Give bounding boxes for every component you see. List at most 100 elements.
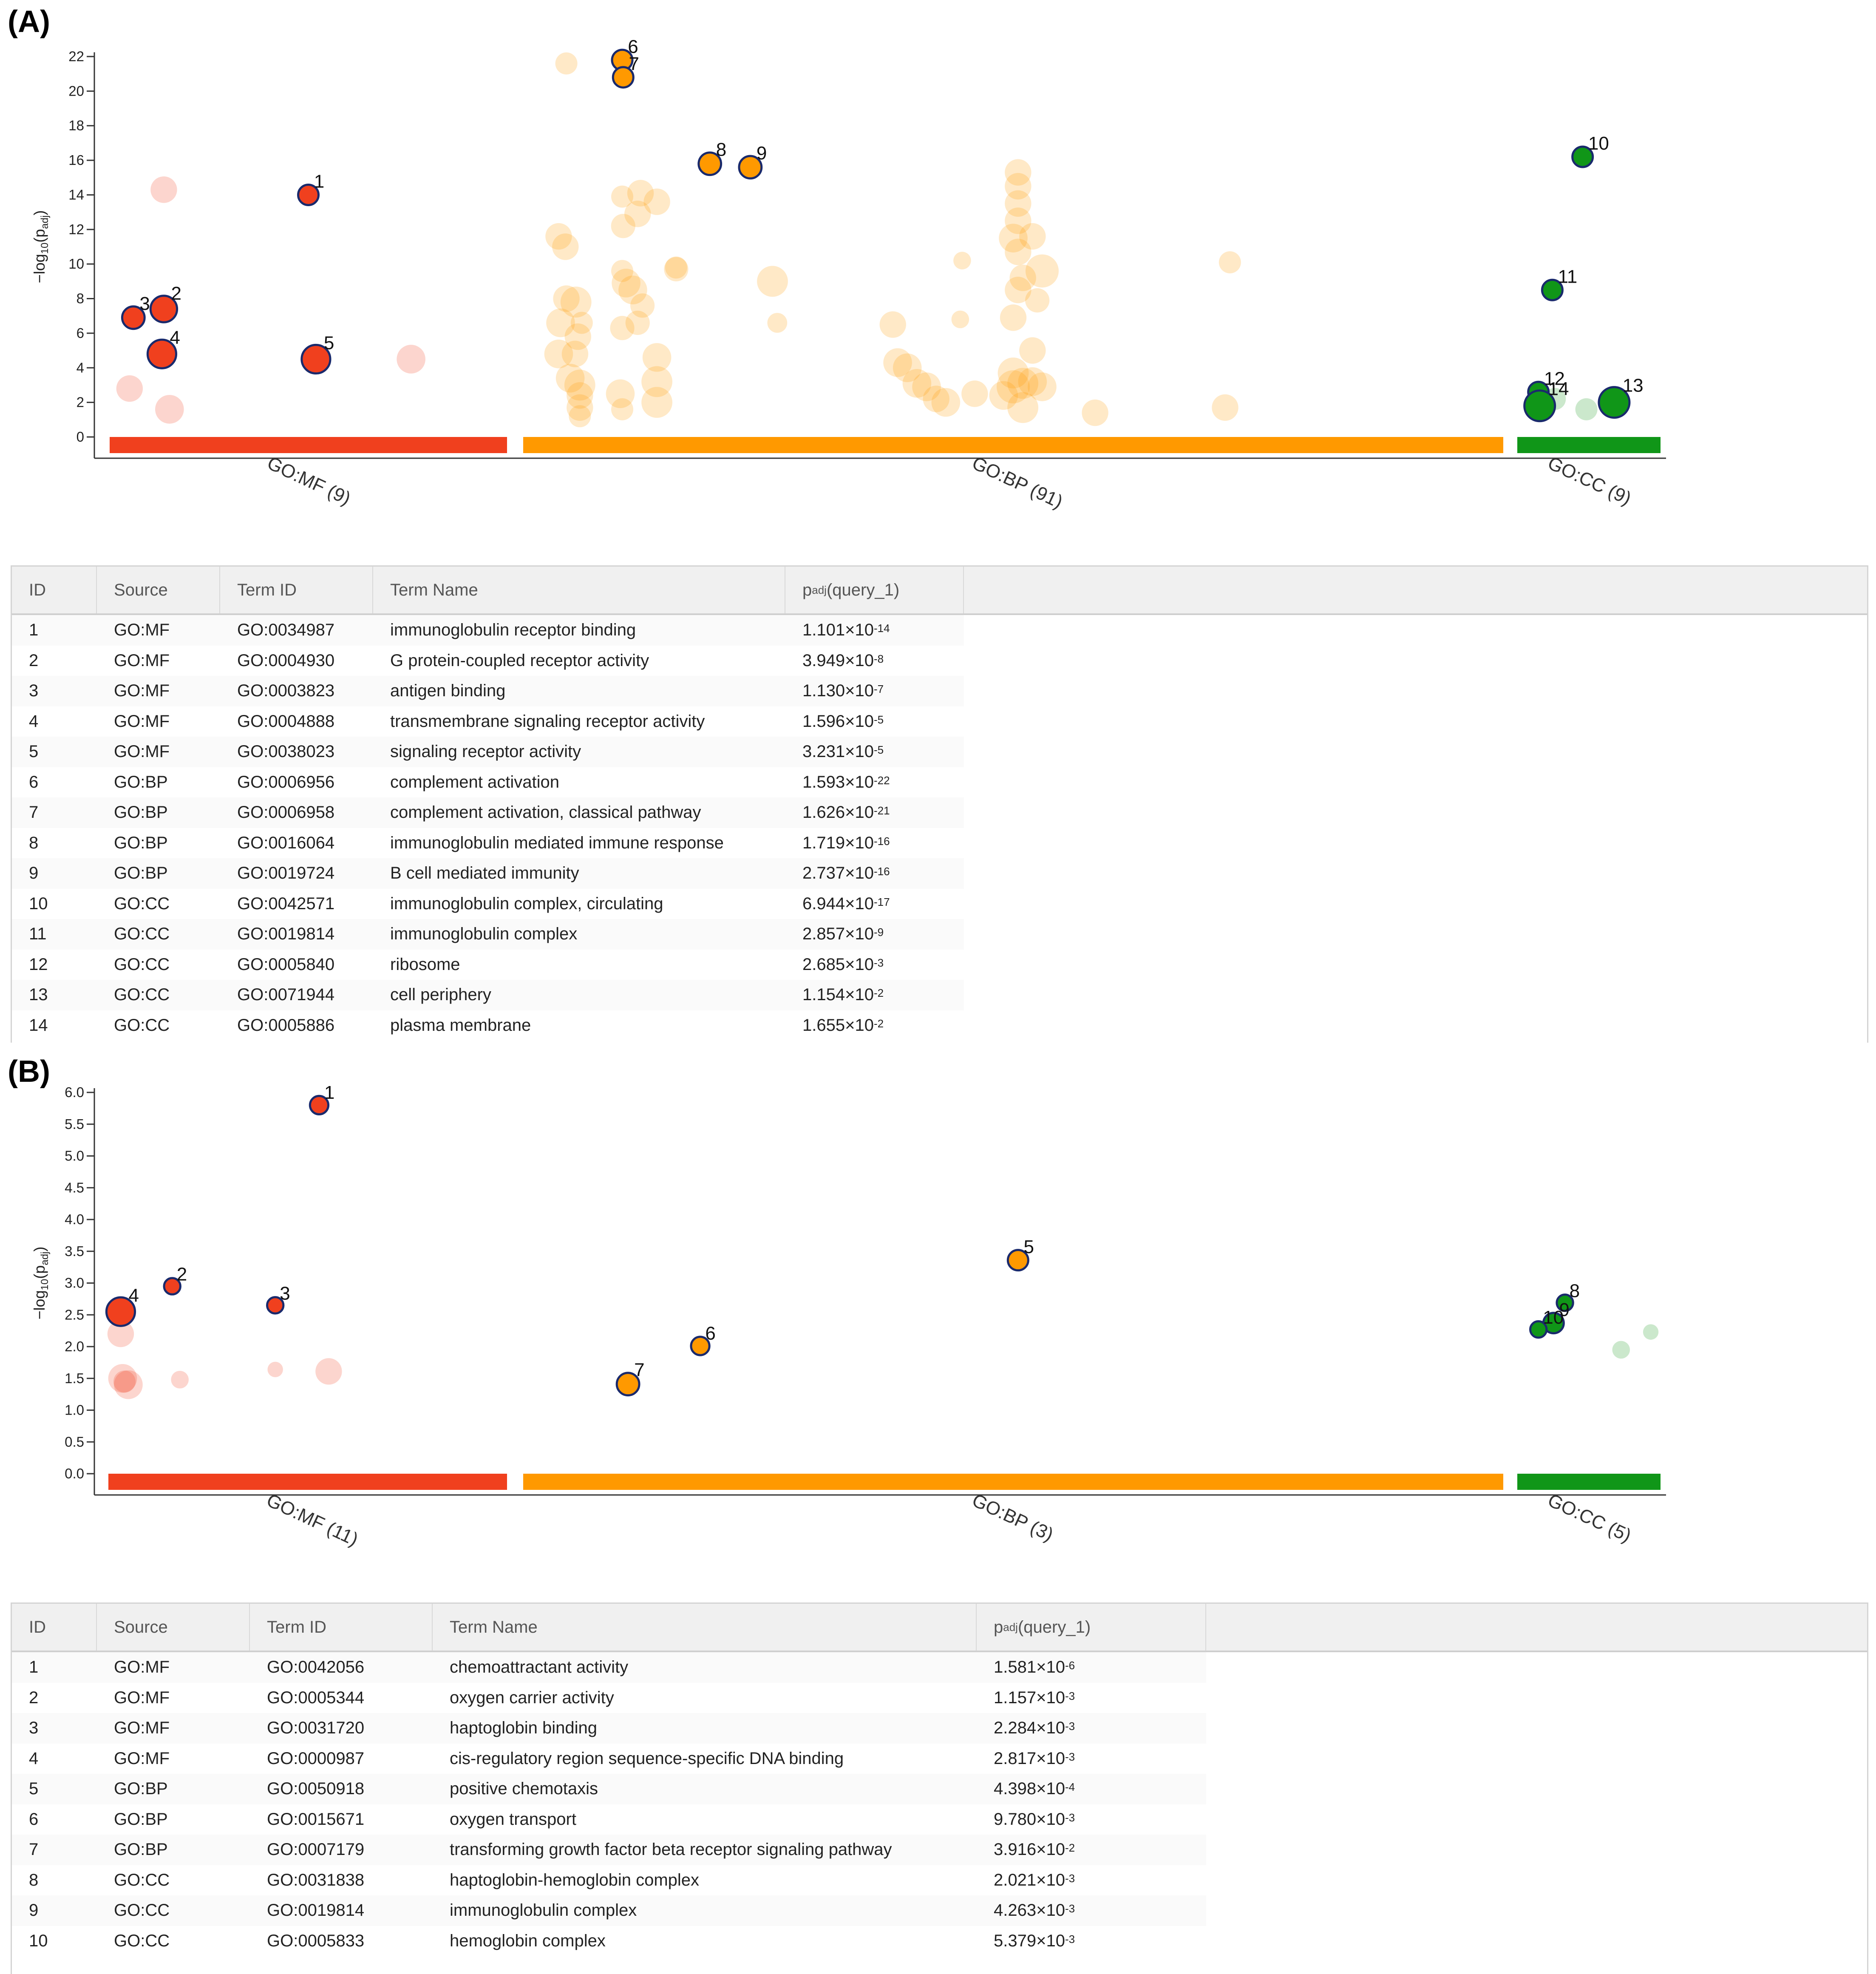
panel-a-background-point <box>561 340 589 367</box>
panel-b-column-header[interactable]: Term Name <box>433 1604 977 1651</box>
panel-a-background-point <box>555 363 585 393</box>
table-row[interactable]: 8 GO:CC GO:0031838 haptoglobin-hemoglobin c… <box>12 1865 1867 1896</box>
panel-b-point-label-1: 1 <box>324 1082 334 1103</box>
source-cell: GO:CC <box>114 1931 170 1950</box>
table-row[interactable]: 10 GO:CC GO:0042571 immunoglobulin complex,… <box>12 889 1867 919</box>
table-row[interactable]: 10 GO:CC GO:0005833 hemoglobin complex 5.379… <box>12 1926 1867 1957</box>
panel-b-point-label-10: 10 <box>1543 1307 1564 1328</box>
panel-a-background-point <box>923 386 949 412</box>
term-id-cell: GO:0034987 <box>220 615 373 646</box>
panel-a-column-header[interactable]: Source <box>97 567 220 613</box>
panel-b-point-label-7: 7 <box>634 1360 644 1381</box>
table-row[interactable]: 13 GO:CC GO:0071944 cell periphery 1.154×10-… <box>12 980 1867 1010</box>
panel-b-column-header[interactable]: Source <box>97 1604 250 1651</box>
panel-b-column-header[interactable]: Term ID <box>250 1604 433 1651</box>
panel-a-highlighted-point-10 <box>1571 145 1594 168</box>
table-row[interactable]: 1 GO:MF GO:0034987 immunoglobulin receptor … <box>12 615 1867 646</box>
table-row[interactable]: 14 GO:CC GO:0005886 plasma membrane 1.655×10… <box>12 1010 1867 1041</box>
id-cell: 6 <box>29 1810 39 1829</box>
term-name-cell: immunoglobulin receptor binding <box>373 615 785 646</box>
padj-cell: 2.857×10 -9 <box>785 919 964 950</box>
panel-a-column-header[interactable]: Term Name <box>373 567 785 613</box>
table-row[interactable]: 2 GO:MF GO:0004930 G protein-coupled recept… <box>12 646 1867 676</box>
table-row[interactable]: 1 GO:MF GO:0042056 chemoattractant activity… <box>12 1652 1867 1683</box>
panel-a-column-header[interactable]: Term ID <box>220 567 373 613</box>
panel-b-table-header: ID Source Term ID Term Name p adj (query_1) <box>12 1604 1867 1652</box>
padj-cell: 1.655×10 -2 <box>802 1015 884 1035</box>
id-cell: 6 <box>29 772 39 791</box>
term-name-cell: B cell mediated immunity <box>373 858 785 889</box>
panel-b-y-tick-label: 5.0 <box>65 1148 84 1164</box>
panel-a-background-point <box>1005 159 1032 186</box>
panel-a-column-header[interactable]: p adj (query_1) <box>785 567 964 613</box>
panel-a-background-point <box>1000 304 1027 331</box>
id-cell: 4 <box>29 1749 39 1768</box>
panel-a-background-point <box>555 52 578 75</box>
padj-cell: 1.719×10 -16 <box>802 833 890 852</box>
panel-b-column-header[interactable]: p adj (query_1) <box>977 1604 1206 1651</box>
source-cell: GO:MF <box>97 615 220 646</box>
table-row[interactable]: 7 GO:BP GO:0007179 transforming growth fact… <box>12 1835 1867 1865</box>
panel-b-highlighted-point-10 <box>1529 1320 1548 1339</box>
source-cell: GO:BP <box>97 858 220 889</box>
panel-a-background-point <box>1212 394 1238 421</box>
table-row[interactable]: 4 GO:MF GO:0004888 transmembrane signaling … <box>12 706 1867 737</box>
panel-a-column-header[interactable]: ID <box>12 567 97 613</box>
term-name-cell: immunoglobulin complex <box>433 1895 977 1926</box>
table-row[interactable]: 9 GO:BP GO:0019724 B cell mediated immunity… <box>12 858 1867 889</box>
padj-cell: 2.021×10 -3 <box>994 1870 1075 1889</box>
table-row[interactable]: 3 GO:MF GO:0003823 antigen binding 1.130×10-… <box>12 676 1867 706</box>
panel-a-highlighted-point-4 <box>146 338 178 369</box>
panel-a-background-point <box>1575 398 1598 420</box>
panel-a-background-point <box>1005 173 1032 200</box>
table-row[interactable]: 6 GO:BP GO:0015671 oxygen transport 9.780×10… <box>12 1804 1867 1835</box>
panel-a-category-band <box>1517 437 1661 453</box>
panel-a-background-point <box>643 188 670 215</box>
term-name-cell: cell periphery <box>373 980 785 1010</box>
id-cell: 7 <box>12 797 97 828</box>
panel-b-label: (B) <box>8 1055 50 1089</box>
panel-a-background-point <box>560 286 592 318</box>
source-cell: GO:MF <box>97 737 220 767</box>
padj-cell: 4.263×10 -3 <box>977 1895 1206 1926</box>
panel-b-column-header[interactable]: ID <box>12 1604 97 1651</box>
id-cell: 12 <box>29 955 48 974</box>
table-row[interactable]: 4 GO:MF GO:0000987 cis-regulatory region se… <box>12 1744 1867 1774</box>
id-cell: 2 <box>29 1688 39 1707</box>
term-name-cell: transmembrane signaling receptor activit… <box>390 712 705 731</box>
panel-a-background-point <box>1005 277 1032 303</box>
panel-a-background-point <box>1019 337 1046 364</box>
table-row[interactable]: 12 GO:CC GO:0005840 ribosome 2.685×10 -3 <box>12 950 1867 980</box>
panel-a-background-point <box>570 312 593 334</box>
table-row[interactable]: 11 GO:CC GO:0019814 immunoglobulin complex 2… <box>12 919 1867 950</box>
panel-b-y-tick-label: 1.0 <box>65 1402 84 1418</box>
panel-b-point-label-9: 9 <box>1559 1299 1570 1320</box>
term-name-cell: G protein-coupled receptor activity <box>390 651 649 670</box>
id-cell: 10 <box>29 894 48 913</box>
table-row[interactable]: 2 GO:MF GO:0005344 oxygen carrier activity 1… <box>12 1683 1867 1713</box>
panel-b-results-table: ID Source Term ID Term Name p adj (query_1) 1 G… <box>11 1602 1868 1974</box>
panel-a-background-point <box>1219 251 1241 274</box>
term-id-cell: GO:0004930 <box>237 651 335 670</box>
panel-a-y-tick-label: 4 <box>77 360 84 375</box>
table-row[interactable]: 5 GO:MF GO:0038023 signaling receptor activ… <box>12 737 1867 767</box>
source-cell: GO:MF <box>114 712 170 731</box>
panel-a-background-point <box>767 313 788 333</box>
table-row[interactable]: 5 GO:BP GO:0050918 positive chemotaxis 4.398… <box>12 1774 1867 1804</box>
table-row[interactable]: 8 GO:BP GO:0016064 immunoglobulin mediated … <box>12 828 1867 859</box>
table-row[interactable]: 3 GO:MF GO:0031720 haptoglobin binding 2.284… <box>12 1713 1867 1744</box>
table-row[interactable]: 7 GO:BP GO:0006958 complement activation, c… <box>12 797 1867 828</box>
table-row[interactable]: 6 GO:BP GO:0006956 complement activation 1.5… <box>12 767 1867 798</box>
table-row[interactable]: 9 GO:CC GO:0019814 immunoglobulin complex 4.… <box>12 1895 1867 1926</box>
id-cell: 4 <box>29 712 39 731</box>
term-id-cell: GO:0007179 <box>250 1835 433 1865</box>
panel-a-y-tick-label: 2 <box>77 394 84 410</box>
panel-a-background-point <box>611 260 634 282</box>
panel-a-category-band <box>110 437 507 453</box>
panel-b-highlighted-point-5 <box>1006 1249 1029 1272</box>
panel-a-highlighted-point-11 <box>1541 278 1564 301</box>
term-name-cell: signaling receptor activity <box>373 737 785 767</box>
panel-a-table-body: 1 GO:MF GO:0034987 immunoglobulin receptor … <box>12 615 1867 1041</box>
panel-a-background-point <box>931 388 961 417</box>
panel-a-label: (A) <box>8 5 50 39</box>
